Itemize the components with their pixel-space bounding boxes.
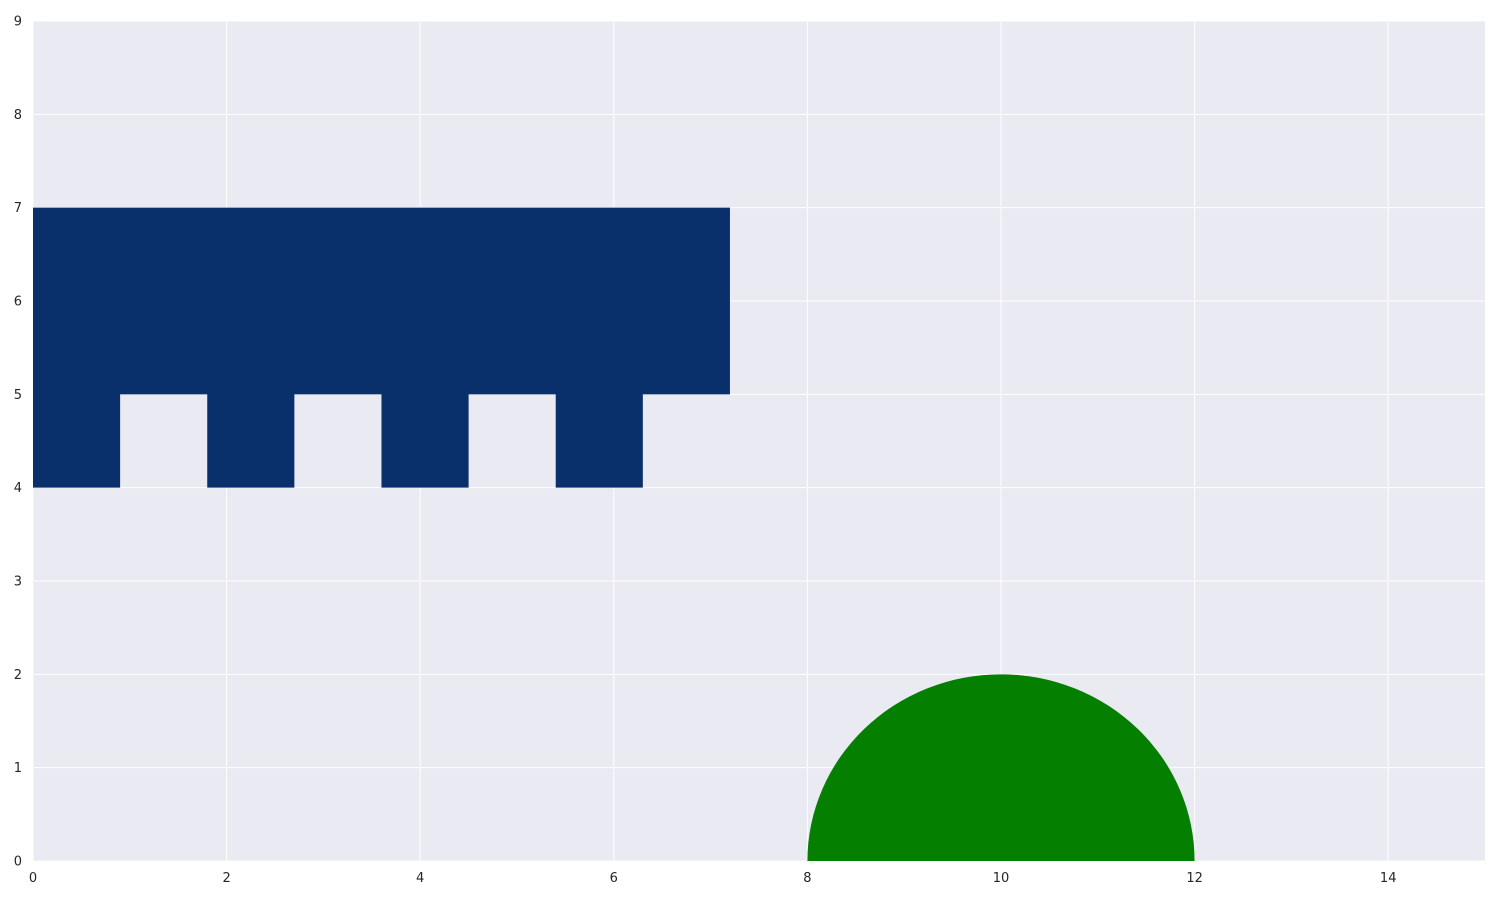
y-tick-label: 0: [14, 855, 22, 870]
y-gridlines: [33, 20, 1485, 862]
y-tick-label: 2: [14, 668, 22, 683]
y-tick-label: 1: [14, 761, 22, 776]
x-tick-label: 4: [416, 871, 424, 886]
x-tick-label: 10: [993, 871, 1010, 886]
data-shapes: [33, 207, 1195, 861]
y-tick-label: 4: [14, 481, 22, 496]
y-tick-label: 6: [14, 295, 22, 310]
x-tick-label: 14: [1380, 871, 1397, 886]
x-axis-ticks: 0 2 4 6 8 10 12 14: [29, 871, 1397, 886]
x-tick-label: 8: [803, 871, 811, 886]
comb-shape: [33, 207, 730, 488]
y-tick-label: 5: [14, 388, 22, 403]
y-axis-ticks: 0 1 2 3 4 5 6 7 8 9: [14, 15, 22, 870]
y-tick-label: 3: [14, 575, 22, 590]
x-tick-label: 12: [1186, 871, 1203, 886]
x-tick-label: 2: [222, 871, 230, 886]
y-tick-label: 8: [14, 108, 22, 123]
y-tick-label: 9: [14, 15, 22, 30]
x-tick-label: 0: [29, 871, 37, 886]
semicircle-shape: [807, 674, 1195, 861]
x-tick-label: 6: [610, 871, 618, 886]
y-tick-label: 7: [14, 201, 22, 216]
